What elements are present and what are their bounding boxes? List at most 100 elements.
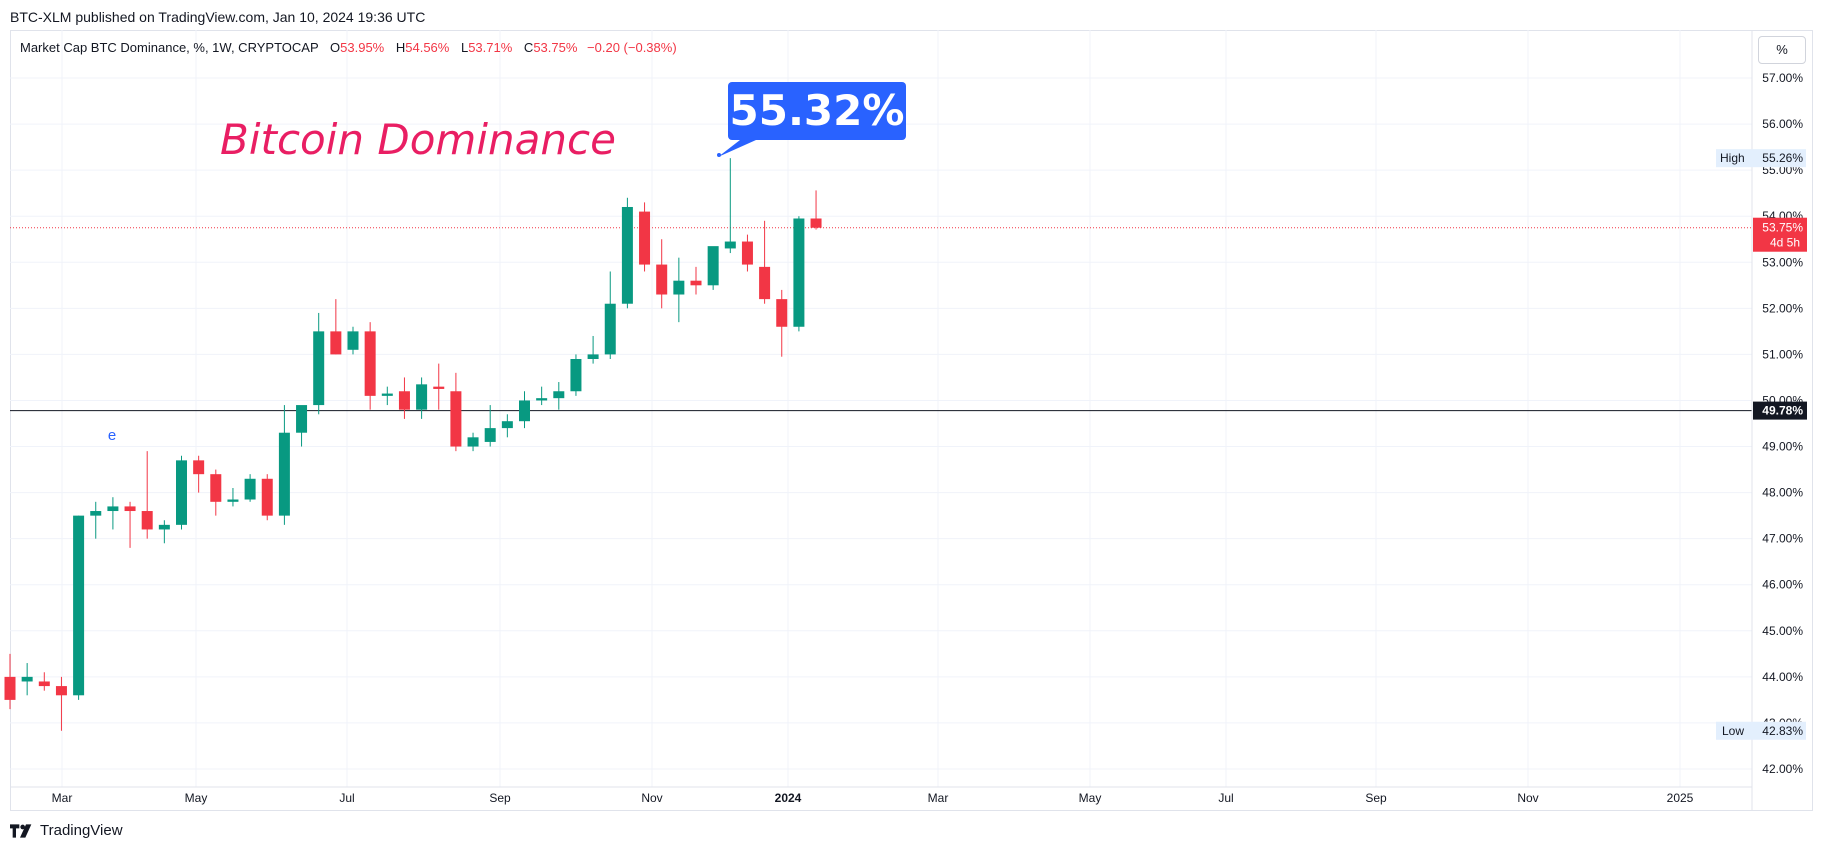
price-axis: 57.00%56.00%55.00%54.00%53.00%52.00%51.0…: [1751, 30, 1803, 811]
candle: [193, 455, 205, 493]
candle-body: [381, 393, 393, 396]
candle: [278, 405, 290, 525]
candle: [450, 372, 462, 452]
candle: [381, 386, 393, 406]
candle: [227, 487, 239, 507]
close-label: C: [523, 40, 534, 55]
candle-body: [176, 460, 187, 525]
candle: [741, 234, 753, 272]
open-label: O: [330, 40, 341, 55]
low-label: Low: [1722, 724, 1744, 738]
candle: [621, 197, 633, 309]
y-tick-label: 45.00%: [1762, 624, 1803, 638]
x-tick-label: Mar: [52, 791, 73, 805]
candle: [296, 405, 308, 447]
candle-body: [519, 400, 530, 422]
candle: [536, 386, 548, 406]
candle: [570, 354, 582, 396]
y-tick-label: 49.00%: [1762, 440, 1803, 454]
chart-title-annotation: Bitcoin Dominance: [220, 115, 616, 164]
candle: [553, 382, 565, 410]
candle: [673, 257, 685, 323]
chart-frame[interactable]: [10, 30, 1813, 811]
candle-body: [210, 474, 222, 502]
candle-body: [38, 681, 50, 687]
candle: [313, 312, 325, 415]
symbol-legend: Market Cap BTC Dominance, %, 1W, CRYPTOC…: [20, 40, 677, 55]
candle-body: [450, 391, 462, 447]
candle-body: [536, 398, 548, 401]
candle: [38, 672, 50, 691]
candle-body: [707, 246, 719, 286]
footer-brand[interactable]: TradingView: [10, 822, 123, 839]
callout-label: 55.32%: [730, 86, 905, 135]
candle: [90, 501, 102, 539]
candle-body: [244, 478, 256, 500]
y-tick-label: 53.00%: [1762, 255, 1803, 269]
y-tick-label: 51.00%: [1762, 347, 1803, 361]
y-tick-label: 56.00%: [1762, 117, 1803, 131]
candle-body: [724, 241, 736, 249]
candle-body: [587, 354, 599, 360]
horizontal-lines: [10, 227, 1752, 412]
y-tick-label: 42.00%: [1762, 762, 1803, 776]
candle: [73, 515, 85, 700]
candle-body: [124, 506, 136, 512]
candle-body: [570, 359, 582, 392]
event-marker: e: [108, 427, 116, 444]
candle: [724, 158, 736, 254]
low-badge: [1716, 721, 1806, 740]
y-tick-label: 47.00%: [1762, 532, 1803, 546]
x-tick-label: Jul: [1218, 791, 1233, 805]
candle: [398, 377, 410, 419]
x-tick-label: Nov: [641, 791, 662, 805]
candle-body: [501, 421, 513, 429]
candle-body: [141, 511, 153, 530]
last-price-tag: [1753, 217, 1807, 252]
percent-scale-button[interactable]: %: [1758, 36, 1806, 64]
x-tick-label: Nov: [1517, 791, 1538, 805]
candle-body: [107, 506, 119, 512]
candle: [21, 663, 33, 696]
high-label: H: [395, 40, 406, 55]
candle: [690, 266, 702, 295]
y-tick-label: 46.00%: [1762, 578, 1803, 592]
candle-body: [193, 460, 205, 475]
candle: [330, 299, 342, 355]
y-tick-label: 44.00%: [1762, 670, 1803, 684]
candle: [433, 363, 445, 410]
candle-body: [158, 524, 170, 530]
candle: [484, 405, 496, 447]
change-value: −0.20 (−0.38%): [587, 40, 677, 55]
candle: [604, 271, 616, 360]
callout-anchor: [717, 153, 721, 157]
x-tick-label: Jul: [339, 791, 354, 805]
x-tick-label: Sep: [1365, 791, 1387, 805]
candle-body: [467, 437, 479, 447]
candle-body: [278, 432, 290, 516]
y-tick-label: 57.00%: [1762, 71, 1803, 85]
x-tick-label: May: [1079, 791, 1102, 805]
candle-body: [776, 299, 788, 327]
candle: [176, 455, 187, 530]
last-price-value: 53.75%: [1762, 221, 1803, 235]
x-tick-label: May: [185, 791, 208, 805]
candle: [124, 501, 136, 548]
footer-brand-label: TradingView: [40, 822, 123, 839]
candle-body: [90, 511, 102, 516]
candle-body: [656, 264, 668, 295]
candle: [776, 289, 788, 357]
candles: [4, 158, 822, 731]
candle: [210, 469, 222, 516]
candle-body: [810, 218, 822, 228]
candle: [261, 474, 273, 521]
candle-body: [330, 331, 342, 355]
candle: [347, 326, 359, 355]
high-value: 54.56%: [405, 40, 450, 55]
close-value: 53.75%: [533, 40, 578, 55]
candle: [244, 474, 256, 502]
low-value: 42.83%: [1762, 724, 1803, 738]
candle: [416, 377, 428, 419]
candle: [501, 414, 513, 438]
